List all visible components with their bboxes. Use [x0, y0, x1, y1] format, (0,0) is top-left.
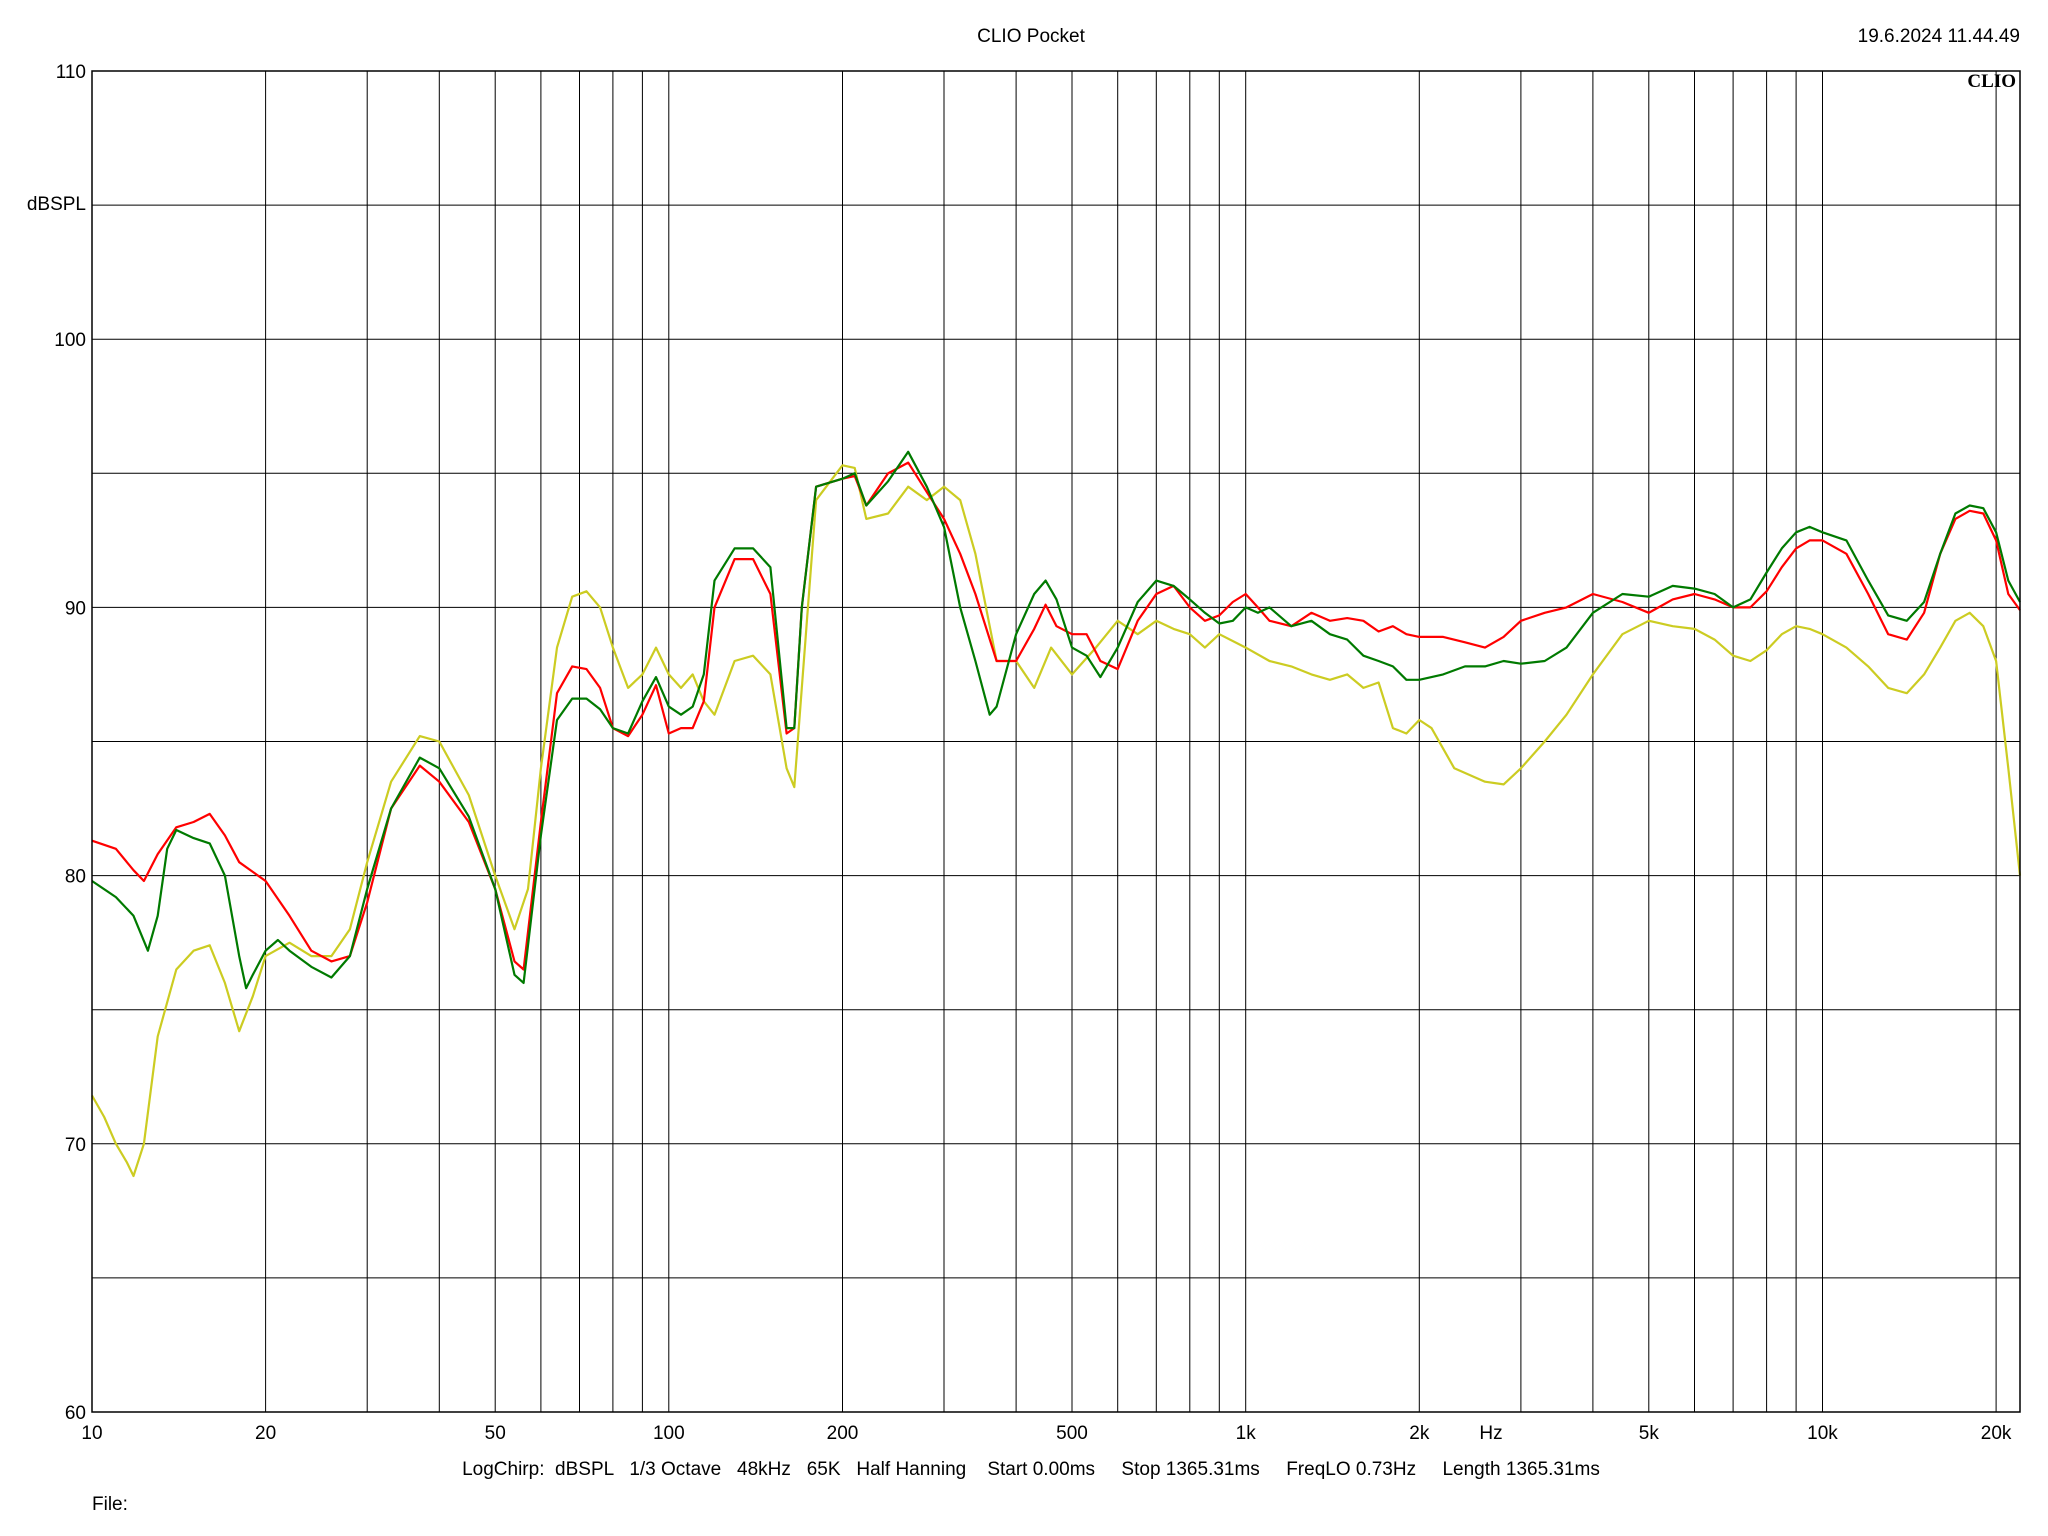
y-tick-label: 110: [56, 62, 86, 83]
x-tick-label: 100: [653, 1423, 685, 1444]
x-tick-label: 10k: [1807, 1423, 1838, 1444]
clio-logo: CLIO: [1967, 71, 2016, 92]
measurement-settings: LogChirp: dBSPL 1/3 Octave 48kHz 65K Hal…: [462, 1459, 1600, 1480]
y-tick-label: 70: [65, 1135, 86, 1156]
x-tick-label: 500: [1056, 1423, 1088, 1444]
x-tick-label: 10: [81, 1423, 102, 1444]
plot-frame: [91, 70, 2021, 1413]
x-tick-label: 20: [255, 1423, 276, 1444]
app-title: CLIO Pocket: [977, 26, 1085, 47]
x-tick-label: 1k: [1236, 1423, 1257, 1444]
file-label: File:: [92, 1494, 128, 1515]
y-tick-label: 80: [65, 867, 86, 888]
y-axis-label: dBSPL: [27, 194, 86, 215]
series-layer: [91, 450, 2022, 1178]
grid: [92, 70, 2020, 1413]
series-line-1: [91, 464, 2022, 1178]
timestamp: 19.6.2024 11.44.49: [1858, 26, 2020, 47]
x-tick-label: 200: [827, 1423, 859, 1444]
y-tick-label: 100: [54, 330, 86, 351]
x-axis-label: Hz: [1479, 1423, 1502, 1444]
x-tick-label: 50: [485, 1423, 506, 1444]
y-tick-label: 60: [65, 1403, 86, 1424]
y-tick-label: 90: [65, 598, 86, 619]
x-tick-label: 2k: [1409, 1423, 1430, 1444]
x-tick-label: 20k: [1981, 1423, 2012, 1444]
series-line-3: [91, 450, 2021, 990]
series-line-2: [91, 461, 2021, 971]
x-tick-label: 5k: [1639, 1423, 1660, 1444]
